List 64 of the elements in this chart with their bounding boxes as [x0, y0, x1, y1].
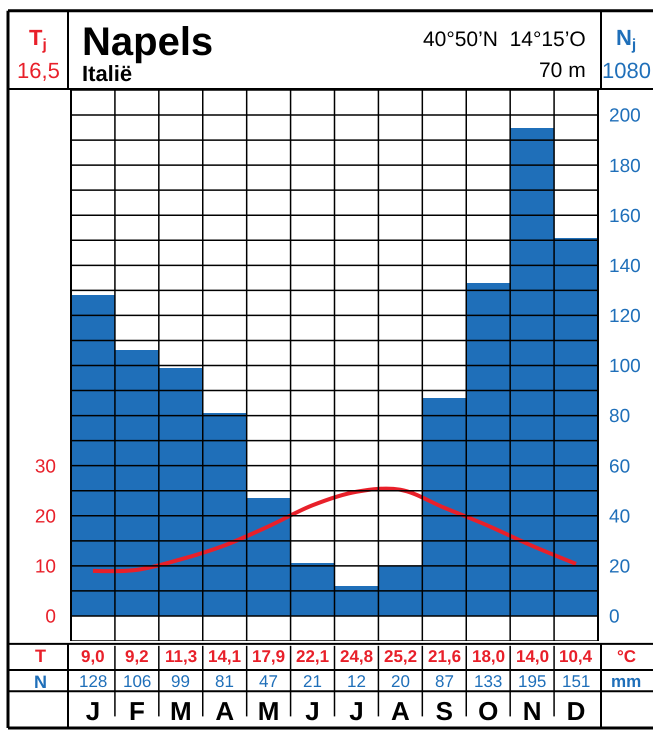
data-label: 128 — [79, 672, 108, 691]
text: 16,5 — [17, 58, 60, 83]
x-tick-label: J — [86, 696, 100, 726]
data-label: 9,2 — [125, 647, 149, 666]
y2-tick-label: 80 — [609, 406, 630, 428]
x-tick-label: F — [128, 696, 145, 726]
data-label: 12 — [347, 672, 366, 691]
data-label: 195 — [518, 672, 546, 691]
data-label: 47 — [259, 672, 278, 691]
data-label: 24,8 — [340, 647, 374, 666]
text: 70 m — [539, 59, 586, 82]
x-tick-label: O — [478, 696, 498, 726]
y2-tick-label: 100 — [609, 356, 641, 378]
text: 40°50’N 14°15’O — [423, 28, 586, 51]
x-tick-label: A — [215, 696, 234, 726]
data-label: 106 — [123, 672, 152, 691]
data-label: 81 — [215, 672, 234, 691]
data-label: 21,6 — [428, 647, 462, 666]
data-label: 87 — [435, 672, 454, 691]
y-tick-label: 20 — [34, 506, 56, 528]
x-tick-label: M — [258, 696, 280, 726]
line-series — [90, 486, 578, 574]
text: 1080 — [602, 58, 651, 83]
data-label: 11,3 — [165, 647, 198, 666]
data-label: 14,0 — [516, 647, 550, 666]
x-tick-label: A — [390, 696, 410, 726]
x-tick-label: S — [436, 696, 453, 726]
data-label: 9,0 — [81, 647, 105, 666]
text: °C — [617, 647, 636, 666]
y-tick-label: 0 — [45, 606, 56, 628]
chart-title: Napels — [82, 20, 214, 64]
x-tick-label: J — [349, 696, 364, 726]
data-label: 99 — [171, 672, 190, 691]
data-label: 18,0 — [472, 647, 506, 666]
data-label: 20 — [391, 672, 410, 691]
data-label: 17,9 — [252, 647, 286, 666]
text: T — [35, 646, 46, 666]
data-label: 133 — [474, 672, 502, 691]
data-label: 10,4 — [559, 647, 593, 666]
y2-tick-label: 180 — [609, 156, 641, 177]
y-tick-label: 10 — [34, 556, 56, 578]
y2-tick-label: 160 — [609, 206, 641, 227]
y-tick-label: 30 — [34, 456, 56, 478]
y2-tick-label: 120 — [609, 306, 641, 328]
data-label: 22,1 — [296, 647, 330, 666]
text: N — [34, 672, 47, 692]
y2-tick-label: 200 — [609, 106, 641, 127]
y2-tick-label: 140 — [609, 256, 641, 277]
y2-tick-label: 0 — [609, 606, 620, 628]
data-label: 151 — [562, 672, 590, 691]
text: T$_{j}$ — [29, 25, 47, 54]
x-tick-label: D — [566, 696, 586, 726]
text: N$_{j}$ — [616, 25, 636, 54]
x-tick-label: J — [305, 696, 320, 726]
text: mm — [611, 672, 642, 691]
chart-subtitle: Italië — [82, 61, 132, 86]
x-tick-label: M — [170, 696, 192, 726]
y2-tick-label: 20 — [609, 556, 630, 578]
y2-tick-label: 40 — [609, 506, 630, 528]
y2-tick-label: 60 — [609, 456, 630, 478]
x-tick-label: N — [522, 696, 542, 726]
data-label: 14,1 — [208, 647, 242, 666]
data-label: 25,2 — [384, 647, 418, 666]
data-label: 21 — [303, 672, 322, 691]
